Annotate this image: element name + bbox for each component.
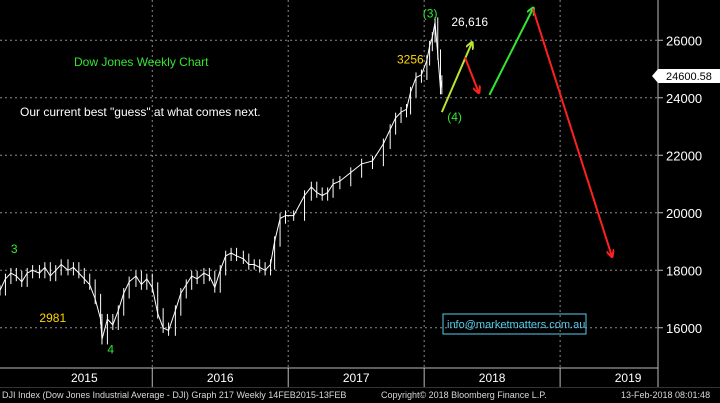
footer-timestamp: 13-Feb-2018 08:01:48 [621, 390, 711, 400]
annotation-label: (4) [447, 110, 462, 124]
x-axis: 2015 2016 2017 2018 2019 [0, 367, 658, 387]
email-box[interactable]: info@marketmatters.com.au [442, 313, 587, 335]
y-tick-label: 18000 [666, 263, 702, 278]
price-series [0, 17, 443, 345]
annotation-label: 3256 [397, 52, 424, 66]
annotations: 3 2981 4 (3) 26,616 3256 (4) [11, 6, 489, 356]
last-price-label: 24600.58 [666, 71, 712, 83]
footer-copyright: Copyright© 2018 Bloomberg Finance L.P. [381, 390, 547, 400]
annotation-label: (3) [423, 6, 438, 20]
forecast-arrow [464, 57, 479, 93]
annotation-label: 3 [11, 242, 18, 256]
x-tick-label: 2018 [479, 371, 506, 385]
x-tick-label: 2015 [71, 371, 98, 385]
last-price-tag: 24600.58 [652, 69, 720, 83]
y-axis: 16000 18000 20000 22000 24000 26000 [657, 0, 702, 387]
annotation-label: 26,616 [451, 15, 488, 29]
forecast-arrows [440, 8, 612, 256]
last-price-badge [652, 69, 720, 83]
footer-security-info: DJI Index (Dow Jones Industrial Average … [2, 390, 347, 400]
year-dividers [151, 0, 561, 368]
footer-bar: DJI Index (Dow Jones Industrial Average … [0, 387, 720, 403]
email-border [442, 313, 587, 335]
forecast-arrow [488, 9, 533, 96]
y-tick-label: 26000 [666, 33, 702, 48]
email-link[interactable]: info@marketmatters.com.au [447, 319, 585, 331]
y-tick-label: 22000 [666, 148, 702, 163]
y-tick-label: 20000 [666, 206, 702, 221]
forecast-arrow [531, 8, 612, 256]
annotation-label: 2981 [39, 311, 66, 325]
chart-subtitle: Our current best "guess" at what comes n… [20, 105, 261, 119]
x-tick-label: 2016 [207, 371, 234, 385]
x-tick-label: 2019 [615, 371, 642, 385]
y-tick-label: 16000 [666, 321, 702, 336]
x-tick-label: 2017 [343, 371, 370, 385]
forecast-arrow [440, 43, 472, 113]
chart-title: Dow Jones Weekly Chart [74, 55, 209, 69]
y-tick-label: 24000 [666, 91, 702, 106]
annotation-label: 4 [107, 343, 114, 357]
